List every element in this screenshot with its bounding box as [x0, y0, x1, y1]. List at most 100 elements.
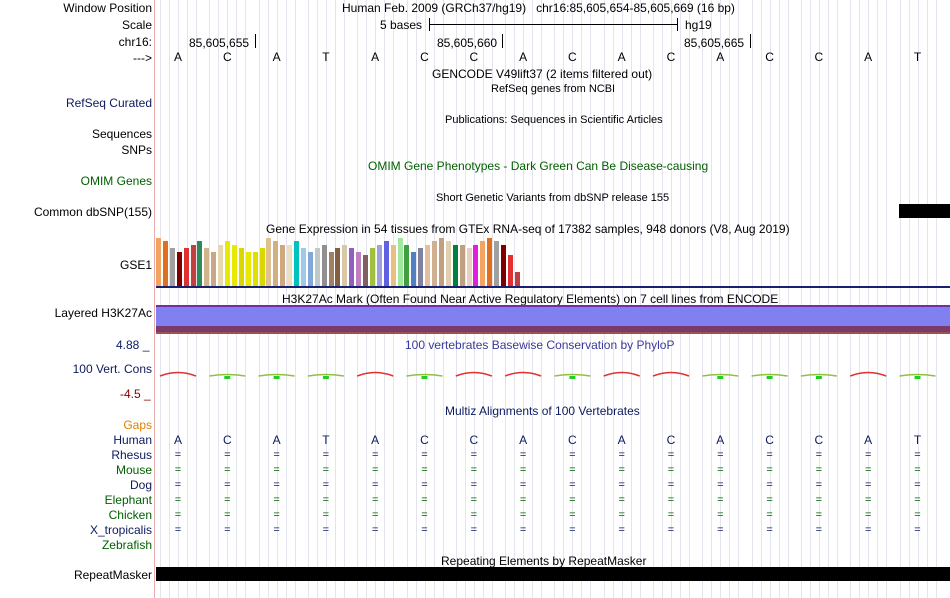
species-label[interactable]: Dog	[129, 478, 152, 492]
gtex-tissue-bar[interactable]	[245, 252, 251, 286]
gtex-tissue-bar[interactable]	[238, 248, 244, 286]
gtex-tissue-bar[interactable]	[287, 245, 293, 286]
guide-line	[424, 0, 426, 598]
gtex-tissue-bar[interactable]	[225, 241, 230, 286]
guide-line	[859, 0, 861, 598]
omim-track-label[interactable]: OMIM Genes	[80, 174, 152, 188]
gtex-tissue-bar[interactable]	[259, 248, 265, 286]
h3k27ac-track-title[interactable]: H3K27Ac Mark (Often Found Near Active Re…	[282, 292, 779, 306]
gtex-tissue-bar[interactable]	[376, 245, 382, 286]
gtex-tissue-bar[interactable]	[280, 245, 286, 286]
conservation-score-mark	[209, 373, 246, 377]
guide-line	[809, 0, 811, 598]
refseq-track-title[interactable]: RefSeq genes from NCBI	[491, 83, 616, 95]
gtex-tissue-bar[interactable]	[169, 248, 175, 286]
gtex-tissue-bar[interactable]	[404, 245, 410, 286]
gtex-bar-chart[interactable]	[156, 236, 950, 288]
gtex-tissue-bar[interactable]	[473, 245, 479, 286]
alignment-match: =	[371, 509, 379, 521]
species-label[interactable]: Human	[113, 433, 152, 447]
gtex-tissue-bar[interactable]	[363, 255, 368, 286]
sequences-track-title[interactable]: Publications: Sequences in Scientific Ar…	[445, 114, 663, 126]
gaps-track-label[interactable]: Gaps	[123, 418, 152, 432]
gtex-tissue-bar[interactable]	[383, 241, 389, 286]
gtex-tissue-bar[interactable]	[211, 252, 217, 286]
gtex-tissue-bar[interactable]	[425, 245, 431, 286]
sequences-track-label[interactable]: Sequences	[91, 127, 152, 141]
sequence-base: T	[913, 50, 922, 64]
gtex-track-title[interactable]: Gene Expression in 54 tissues from GTEx …	[266, 222, 790, 236]
gtex-tissue-bar[interactable]	[162, 241, 168, 286]
gtex-tissue-bar[interactable]	[266, 238, 272, 286]
gtex-tissue-bar[interactable]	[466, 248, 472, 286]
gtex-tissue-bar[interactable]	[459, 245, 465, 286]
scale-text: 5 bases	[380, 18, 423, 32]
gtex-tissue-bar[interactable]	[335, 248, 341, 286]
alignment-match: =	[421, 509, 428, 521]
alignment-match: =	[914, 509, 921, 521]
conservation-track-label[interactable]: 100 Vert. Cons	[72, 362, 152, 376]
gtex-tissue-bar[interactable]	[487, 238, 493, 286]
snps-track-label[interactable]: SNPs	[121, 143, 152, 157]
gtex-track-label[interactable]: GSE1	[119, 258, 152, 272]
conservation-track-title[interactable]: 100 vertebrates Basewise Conservation by…	[405, 338, 675, 352]
sequence-base: C	[568, 50, 577, 64]
gtex-tissue-bar[interactable]	[328, 252, 334, 286]
conservation-plot[interactable]	[156, 360, 950, 390]
gtex-tissue-bar[interactable]	[397, 238, 403, 286]
gencode-track-title[interactable]: GENCODE V49lift37 (2 items filtered out)	[432, 67, 653, 81]
gtex-tissue-bar[interactable]	[342, 245, 348, 286]
gtex-tissue-bar[interactable]	[231, 245, 237, 286]
alignment-match: =	[815, 449, 823, 461]
gtex-tissue-bar[interactable]	[218, 245, 224, 286]
species-label[interactable]: X_tropicalis	[89, 523, 152, 537]
repeatmasker-track-label[interactable]: RepeatMasker	[73, 568, 152, 582]
species-label[interactable]: Mouse	[115, 463, 152, 477]
gtex-tissue-bar[interactable]	[294, 241, 299, 286]
gtex-tissue-bar[interactable]	[494, 241, 500, 286]
gtex-tissue-bar[interactable]	[273, 241, 279, 286]
h3k27ac-signal[interactable]	[156, 307, 950, 326]
gtex-tissue-bar[interactable]	[438, 238, 444, 286]
gtex-tissue-bar[interactable]	[321, 245, 327, 286]
omim-track-title[interactable]: OMIM Gene Phenotypes - Dark Green Can Be…	[368, 159, 709, 173]
gtex-tissue-bar[interactable]	[252, 252, 258, 286]
gtex-tissue-bar[interactable]	[480, 241, 486, 286]
species-label[interactable]: Elephant	[104, 493, 152, 507]
gtex-tissue-bar[interactable]	[349, 248, 355, 286]
gtex-tissue-bar[interactable]	[507, 255, 513, 286]
coord-label-2: 85,605,660	[437, 36, 498, 50]
gtex-tissue-bar[interactable]	[197, 241, 203, 286]
gtex-tissue-bar[interactable]	[300, 248, 306, 286]
dbsnp-track-label[interactable]: Common dbSNP(155)	[33, 205, 152, 219]
gtex-tissue-bar[interactable]	[156, 238, 161, 286]
gtex-tissue-bar[interactable]	[390, 245, 396, 286]
gtex-tissue-bar[interactable]	[183, 248, 189, 286]
gtex-tissue-bar[interactable]	[501, 245, 506, 286]
gtex-tissue-bar[interactable]	[356, 252, 362, 286]
guide-line	[267, 0, 269, 598]
repeatmasker-element[interactable]	[156, 567, 950, 581]
refseq-track-label[interactable]: RefSeq Curated	[65, 96, 152, 110]
species-label[interactable]: Rhesus	[111, 448, 152, 462]
gtex-tissue-bar[interactable]	[190, 245, 196, 286]
gtex-tissue-bar[interactable]	[204, 248, 210, 286]
gtex-tissue-bar[interactable]	[445, 241, 451, 286]
species-label[interactable]: Chicken	[108, 508, 152, 522]
sequence-base: C	[666, 50, 676, 64]
gtex-tissue-bar[interactable]	[418, 248, 424, 286]
gtex-tissue-bar[interactable]	[452, 245, 458, 286]
gtex-tissue-bar[interactable]	[369, 248, 375, 286]
dbsnp-track-title[interactable]: Short Genetic Variants from dbSNP releas…	[436, 192, 670, 204]
species-label[interactable]: Zebrafish	[101, 538, 152, 552]
multiz-track-title[interactable]: Multiz Alignments of 100 Vertebrates	[445, 404, 640, 418]
gtex-tissue-bar[interactable]	[176, 252, 182, 286]
gtex-tissue-bar[interactable]	[411, 252, 417, 286]
h3k27ac-track-label[interactable]: Layered H3K27Ac	[54, 306, 152, 320]
gtex-tissue-bar[interactable]	[314, 248, 320, 286]
gtex-tissue-bar[interactable]	[432, 241, 437, 286]
gtex-tissue-bar[interactable]	[514, 272, 520, 286]
gtex-tissue-bar[interactable]	[307, 252, 313, 286]
repeatmasker-track-title[interactable]: Repeating Elements by RepeatMasker	[441, 554, 647, 568]
dbsnp-variant-block[interactable]	[899, 204, 950, 218]
